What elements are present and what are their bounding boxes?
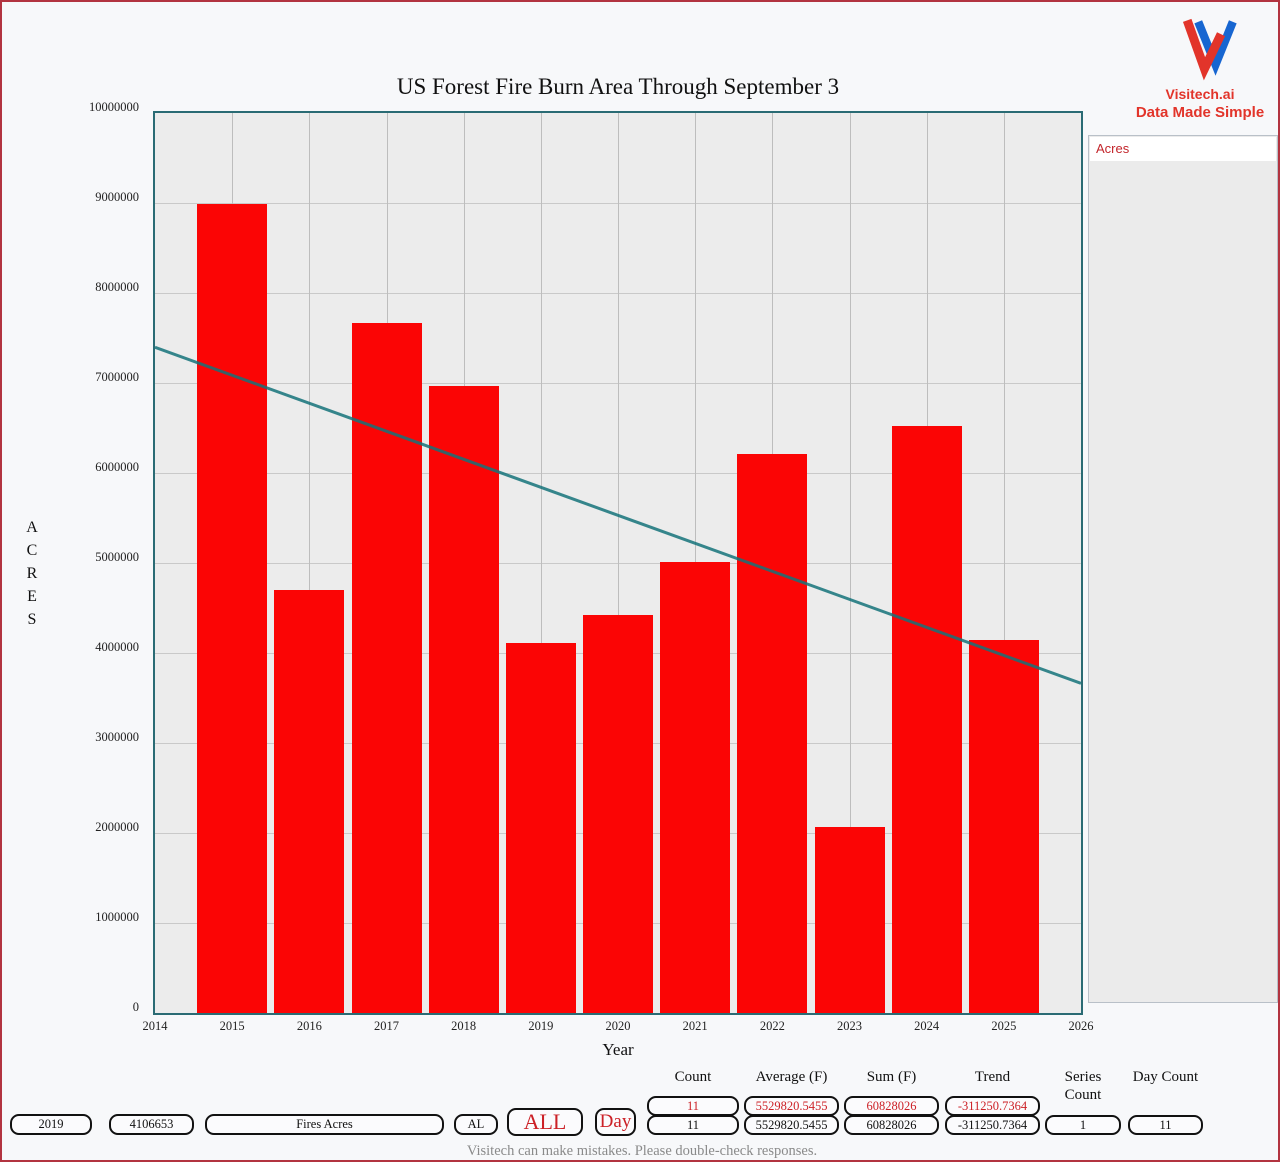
y-tick-label: 10000000 bbox=[89, 100, 139, 114]
bar-2016[interactable] bbox=[274, 589, 345, 1013]
stat-day-count: 11 bbox=[1128, 1115, 1203, 1135]
x-tick-label: 2016 bbox=[296, 1019, 322, 1033]
y-tick-label: 5000000 bbox=[95, 550, 139, 564]
selected-value-box[interactable]: 4106653 bbox=[109, 1114, 194, 1135]
bar-2015[interactable] bbox=[197, 203, 268, 1013]
state-filter-box[interactable]: AL bbox=[454, 1114, 498, 1135]
logo-brand: Visitech.ai bbox=[1165, 86, 1235, 102]
visitech-v-icon bbox=[1182, 18, 1237, 81]
y-tick-label: 7000000 bbox=[95, 370, 139, 384]
y-tick-label: 6000000 bbox=[95, 460, 139, 474]
selected-year-box[interactable]: 2019 bbox=[10, 1114, 92, 1135]
disclaimer-text: Visitech can make mistakes. Please doubl… bbox=[466, 1143, 818, 1159]
stat-header-trend: Trend bbox=[974, 1069, 1011, 1085]
bar-2017[interactable] bbox=[351, 323, 422, 1013]
logo-tagline: Data Made Simple bbox=[1135, 104, 1265, 121]
x-tick-label: 2023 bbox=[837, 1019, 862, 1033]
stat-series-count: 1 bbox=[1045, 1115, 1121, 1135]
plot-area bbox=[153, 111, 1083, 1015]
series-name-box[interactable]: Fires Acres bbox=[205, 1114, 444, 1135]
granularity-day-button[interactable]: Day bbox=[595, 1108, 636, 1136]
stat-trend-all: -311250.7364 bbox=[945, 1115, 1040, 1135]
y-tick-label: 1000000 bbox=[95, 910, 139, 924]
stat-header-series-count: Series Count bbox=[1064, 1069, 1102, 1103]
bar-2018[interactable] bbox=[428, 386, 499, 1013]
stat-count-all: 11 bbox=[647, 1115, 739, 1135]
x-tick-label: 2021 bbox=[682, 1019, 708, 1033]
y-tick-label: 2000000 bbox=[95, 820, 139, 834]
x-tick-label: 2015 bbox=[219, 1019, 245, 1033]
stat-header-sum: Sum (F) bbox=[866, 1069, 917, 1085]
x-tick-label: 2025 bbox=[991, 1019, 1017, 1033]
x-tick-label: 2024 bbox=[914, 1019, 940, 1033]
y-tick-label: 8000000 bbox=[95, 280, 139, 294]
y-axis-label: A C R E S bbox=[26, 519, 38, 628]
bar-2025[interactable] bbox=[968, 640, 1039, 1013]
legend-panel: Acres bbox=[1088, 135, 1278, 1003]
stat-average-selected: 5529820.5455 bbox=[744, 1096, 839, 1116]
bar-2020[interactable] bbox=[583, 614, 653, 1013]
x-tick-label: 2026 bbox=[1068, 1019, 1094, 1033]
x-tick-label: 2017 bbox=[374, 1019, 399, 1033]
stat-average-all: 5529820.5455 bbox=[744, 1115, 839, 1135]
bar-2019[interactable] bbox=[505, 643, 576, 1013]
x-tick-label: 2018 bbox=[451, 1019, 477, 1033]
scope-all-button[interactable]: ALL bbox=[507, 1108, 583, 1136]
x-tick-label: 2019 bbox=[528, 1019, 554, 1033]
chart-title: US Forest Fire Burn Area Through Septemb… bbox=[396, 74, 840, 99]
bar-2023[interactable] bbox=[814, 826, 885, 1013]
x-tick-label: 2020 bbox=[605, 1019, 631, 1033]
bar-2021[interactable] bbox=[660, 562, 731, 1013]
stat-trend-selected: -311250.7364 bbox=[945, 1096, 1040, 1116]
bar-2024[interactable] bbox=[891, 425, 962, 1013]
x-tick-label: 2022 bbox=[759, 1019, 785, 1033]
x-axis-label: Year bbox=[602, 1040, 634, 1059]
stat-header-count: Count bbox=[674, 1069, 712, 1085]
y-tick-label: 3000000 bbox=[95, 730, 139, 744]
y-tick-label: 9000000 bbox=[95, 190, 139, 204]
stat-sum-selected: 60828026 bbox=[844, 1096, 939, 1116]
stat-count-selected: 11 bbox=[647, 1096, 739, 1116]
legend-item-acres[interactable]: Acres bbox=[1090, 137, 1276, 161]
bar-2022[interactable] bbox=[737, 454, 808, 1013]
x-tick-label: 2014 bbox=[142, 1019, 168, 1033]
y-tick-label: 4000000 bbox=[95, 640, 139, 654]
stat-sum-all: 60828026 bbox=[844, 1115, 939, 1135]
logo: Visitech.ai Data Made Simple bbox=[1122, 6, 1278, 126]
stat-header-day-count: Day Count bbox=[1132, 1069, 1199, 1085]
y-tick-label: 0 bbox=[132, 1000, 139, 1014]
stat-header-average: Average (F) bbox=[755, 1069, 828, 1085]
